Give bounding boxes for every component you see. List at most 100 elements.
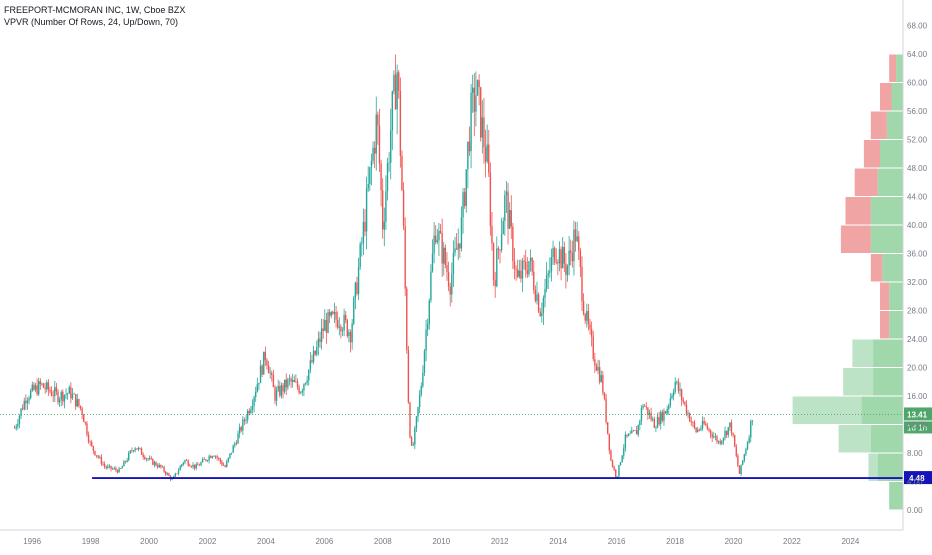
candle-body xyxy=(435,235,437,243)
candle-body xyxy=(219,458,222,462)
y-tick-label: 44.00 xyxy=(907,193,928,202)
y-tick-label: 8.00 xyxy=(907,449,923,458)
candle-body xyxy=(468,141,471,152)
candle-body xyxy=(460,217,463,249)
candle-body xyxy=(529,257,532,262)
candle-body xyxy=(631,430,633,434)
y-tick-label: 48.00 xyxy=(907,164,928,173)
candle-body xyxy=(745,449,747,455)
candle-body xyxy=(28,398,30,401)
candle-body xyxy=(255,391,257,398)
candle-body xyxy=(516,269,519,277)
volume-profile-down-bar xyxy=(870,254,883,282)
candle-body xyxy=(380,163,382,191)
candle-body xyxy=(285,379,287,388)
candle-body xyxy=(663,411,665,421)
candle-body xyxy=(672,392,675,396)
symbol-title[interactable]: FREEPORT-MCMORAN INC, 1W, Cboe BZX xyxy=(4,5,186,15)
candle-body xyxy=(335,311,337,320)
candle-body xyxy=(73,393,75,395)
y-tick-label: 12.00 xyxy=(907,421,928,430)
candle-body xyxy=(357,267,360,294)
candle-body xyxy=(595,365,598,371)
candle-body xyxy=(412,444,414,446)
candle-body xyxy=(158,464,160,468)
candle-body xyxy=(705,423,707,426)
candle-body xyxy=(124,461,127,462)
candle-body xyxy=(533,271,535,290)
candle-body xyxy=(293,380,295,382)
candle-body xyxy=(410,437,413,446)
candle-body xyxy=(578,236,580,251)
volume-profile-down-bar xyxy=(854,168,878,196)
candle-body xyxy=(398,72,400,92)
candle-body xyxy=(553,247,556,263)
candle-body xyxy=(480,87,482,138)
candle-body xyxy=(113,468,115,469)
candle-body xyxy=(486,144,488,162)
candle-body xyxy=(76,399,78,407)
volume-profile-down-bar xyxy=(838,425,871,453)
candle-body xyxy=(216,456,218,458)
candle-body xyxy=(261,365,263,375)
candle-body xyxy=(282,385,284,392)
candle-body xyxy=(346,319,349,337)
candle-body xyxy=(717,441,720,442)
candle-body xyxy=(163,466,165,472)
candle-body xyxy=(417,407,419,417)
candle-body xyxy=(184,460,186,463)
candle-body xyxy=(401,155,403,191)
candle-body xyxy=(137,447,140,450)
price-lines: 13.41 1d 1h 4.48 xyxy=(0,407,932,485)
candle-body xyxy=(713,436,715,438)
candle-body xyxy=(26,400,29,404)
countdown-tag xyxy=(904,421,932,434)
candle-body xyxy=(393,74,395,92)
candle-body xyxy=(737,455,739,467)
candle-body xyxy=(25,400,27,404)
y-tick-label: 32.00 xyxy=(907,278,928,287)
candle-body xyxy=(71,393,74,399)
candle-body xyxy=(399,91,402,156)
candle-body xyxy=(565,263,567,275)
candle-body xyxy=(574,229,577,242)
candle-body xyxy=(193,464,196,469)
axes: 0.00 4.00 8.00 12.00 16.00 20.00 24.00 28.00 32.… xyxy=(0,0,928,546)
candle-body xyxy=(110,465,112,469)
candle-body xyxy=(314,350,316,355)
candle-body xyxy=(589,324,591,329)
candle-body xyxy=(200,462,202,466)
y-tick-label: 40.00 xyxy=(907,221,928,230)
candle-body xyxy=(497,248,500,250)
candle-body xyxy=(272,374,275,388)
candle-body xyxy=(327,312,329,333)
candle-body xyxy=(692,422,694,423)
candle-body xyxy=(531,257,533,272)
candle-body xyxy=(661,412,664,421)
candle-body xyxy=(74,394,77,407)
candle-body xyxy=(49,389,51,392)
candle-body xyxy=(505,191,508,196)
candle-body xyxy=(338,326,340,328)
candle-body xyxy=(304,382,307,385)
candle-body xyxy=(680,389,683,400)
candle-body xyxy=(738,466,741,474)
volume-profile-up-bar xyxy=(891,83,903,111)
candle-body xyxy=(605,398,607,423)
candle-body xyxy=(383,221,385,230)
candle-body xyxy=(600,375,602,382)
candle-body xyxy=(660,412,662,425)
volume-profile-down-bar xyxy=(840,225,871,253)
candle-body xyxy=(414,428,416,445)
candle-body xyxy=(536,294,538,301)
candle-body xyxy=(471,87,474,93)
candle-body xyxy=(253,397,255,406)
candle-body xyxy=(33,384,35,390)
indicator-title[interactable]: VPVR (Number Of Rows, 24, Up/Down, 70) xyxy=(4,17,179,27)
volume-profile-up-bar xyxy=(882,254,903,282)
candle-body xyxy=(123,461,125,467)
candle-body xyxy=(256,384,259,392)
x-tick-label: 2000 xyxy=(140,537,158,546)
